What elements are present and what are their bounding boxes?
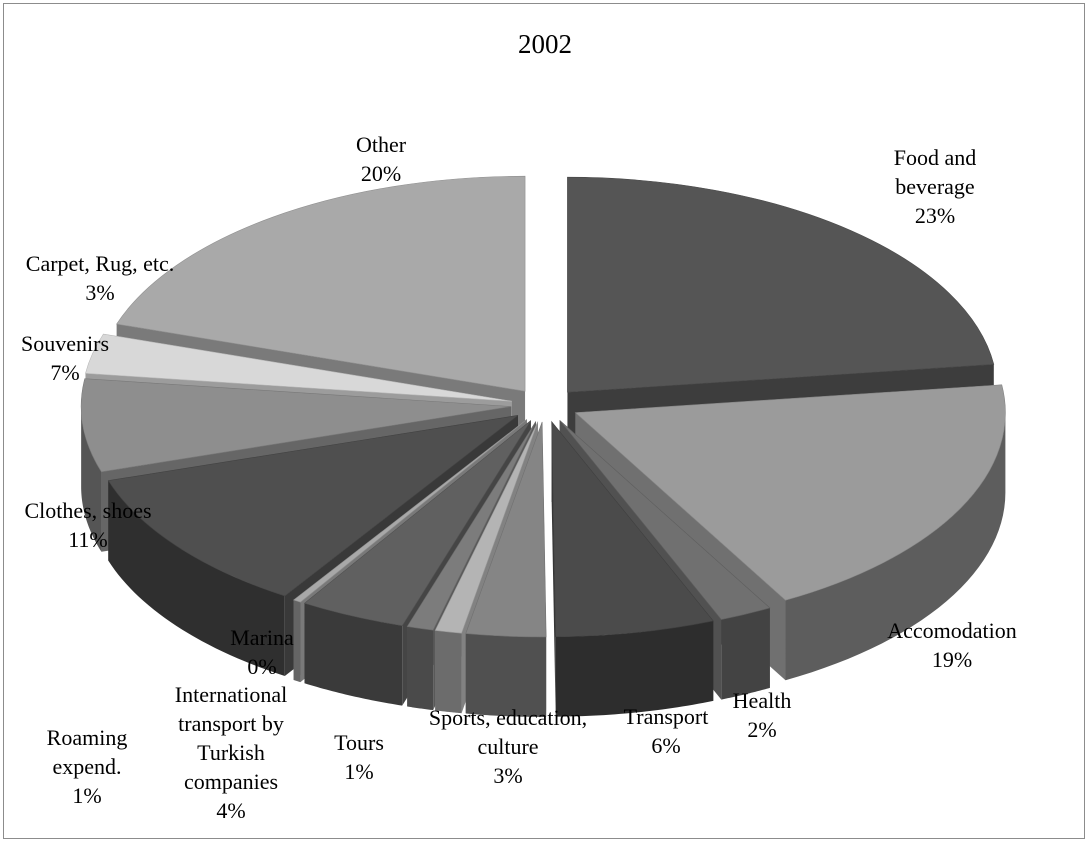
slice-top-food-and-beverage [567, 176, 995, 393]
slices-layer [80, 175, 1006, 717]
slice-top-souvenirs [80, 378, 512, 473]
slice-top-accomodation [574, 384, 1006, 601]
slice-top-transport [551, 420, 714, 637]
slice-label-roaming-expend: Roaming expend. 1% [47, 725, 128, 808]
slice-label-marina: Marina 0% [230, 625, 294, 679]
slice-label-souvenirs: Souvenirs 7% [21, 331, 109, 385]
chart-title: 2002 [518, 29, 572, 59]
slice-top-roaming-expend [434, 421, 539, 634]
slice-rim-international-transport-by-turkish-companies [304, 603, 403, 706]
slice-top-sports-education-culture [465, 421, 547, 638]
slice-rim-marina [293, 600, 301, 683]
slice-rim-roaming-expend [435, 630, 462, 714]
slice-top-tours [406, 421, 537, 631]
slice-rim-tours [407, 626, 434, 711]
slice-label-food-and-beverage: Food and beverage 23% [894, 145, 977, 228]
slice-rim-accomodation [785, 412, 1006, 681]
slice-label-accomodation: Accomodation 19% [887, 618, 1017, 672]
slice-rim-souvenirs [81, 406, 102, 552]
slice-label-other: Other 20% [356, 132, 407, 186]
slice-label-tours: Tours 1% [334, 730, 384, 784]
slice-top-carpet-rug-etc [85, 333, 512, 402]
slice-label-clothes-shoes: Clothes, shoes 11% [24, 498, 151, 552]
slice-label-transport: Transport 6% [624, 704, 709, 758]
slice-top-other [116, 175, 526, 392]
slice-top-international-transport-by-turkish-companies [303, 420, 532, 626]
slice-top-health [559, 420, 771, 620]
slice-top-clothes-shoes [107, 415, 519, 597]
slice-label-carpet-rug-etc: Carpet, Rug, etc. 3% [26, 251, 174, 305]
slice-rim-clothes-shoes [108, 480, 285, 676]
slice-wall-transport-1 [551, 421, 556, 717]
slice-transport [551, 420, 714, 717]
slice-top-marina [293, 419, 528, 603]
slice-label-international-transport-by-turkish-companies: International transport by Turkish companie… [175, 682, 287, 823]
labels-layer: Food and beverage 23% Accomodation 19% Health… [21, 132, 1017, 823]
slice-label-health: Health 2% [733, 688, 792, 742]
slice-rim-health [721, 607, 770, 700]
slice-rim-transport [555, 620, 714, 717]
slice-rim-sports-education-culture [465, 633, 547, 717]
slice-label-sports-education-culture: Sports, education, culture 3% [429, 705, 587, 788]
slice-sports-education-culture [465, 421, 547, 717]
